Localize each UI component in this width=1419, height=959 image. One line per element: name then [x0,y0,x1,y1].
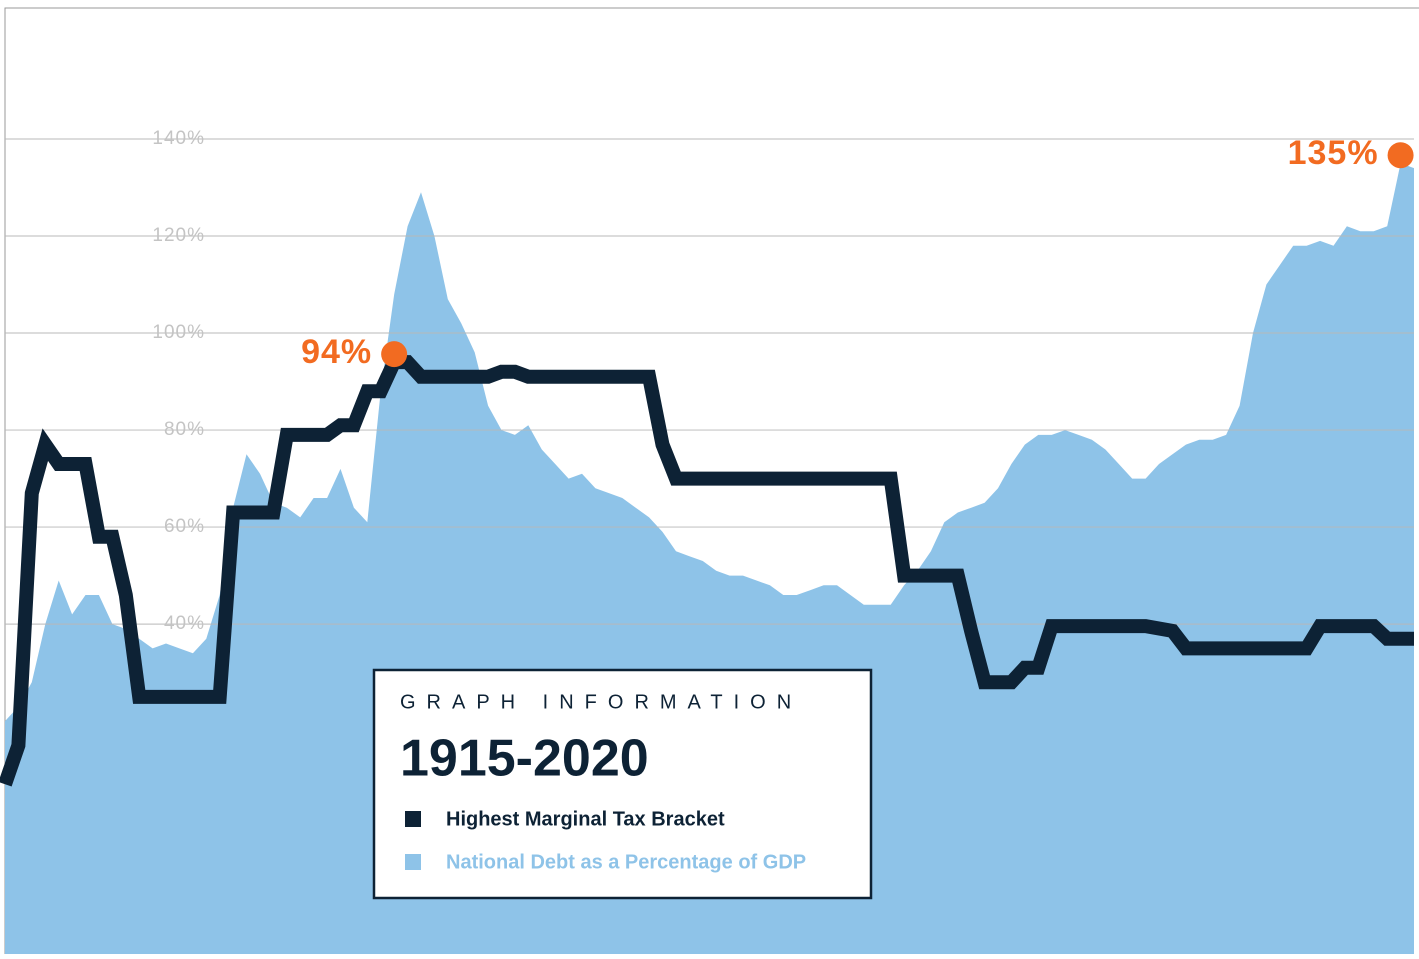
y-tick-label: 60% [164,516,205,537]
annotation-dot [381,341,408,368]
legend-label: Highest Marginal Tax Bracket [446,808,725,830]
annotation-label: 135% [1288,134,1379,172]
annotation-dot [1387,142,1414,169]
y-tick-label: 120% [152,225,205,246]
debt-area [5,163,1414,954]
legend-title: GRAPH INFORMATION [400,691,802,713]
legend: GRAPH INFORMATION 1915-2020 Highest Marg… [372,668,873,900]
y-tick-label: 80% [164,419,205,440]
y-tick-label: 140% [152,128,205,149]
legend-swatch [405,854,421,870]
plot-border [4,7,1419,959]
tax-line [0,355,1414,787]
y-tick-label: 40% [164,613,205,634]
subtitle: 1915-2020 [400,730,649,788]
y-tick-label: 100% [152,322,205,343]
legend-swatch [405,811,421,827]
legend-box [372,668,873,900]
plot-area: 40% 60% 80% 100% 120% 140% 94% 135% [0,128,1414,954]
legend-label: National Debt as a Percentage of GDP [446,851,806,873]
annotation-label: 94% [301,333,372,371]
